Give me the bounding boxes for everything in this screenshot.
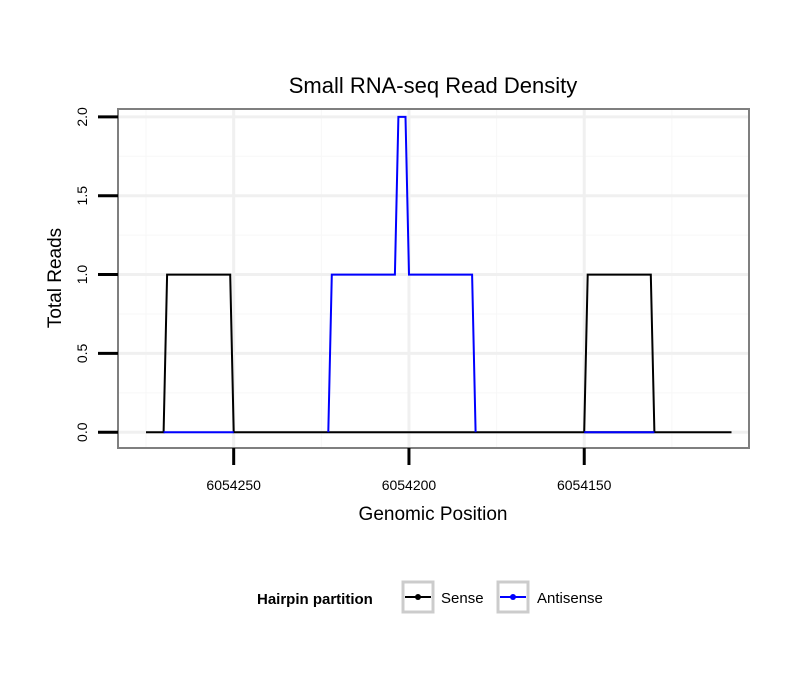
legend-label-sense: Sense	[441, 590, 484, 607]
y-axis-label: Total Reads	[45, 228, 66, 328]
legend-item-sense: Sense	[401, 580, 484, 614]
x-axis-label: Genomic Position	[359, 504, 508, 525]
plot-area	[117, 108, 750, 449]
x-tick-label: 6054250	[206, 477, 261, 493]
y-tick-label: 0.5	[74, 343, 90, 363]
series	[146, 115, 732, 434]
series-line-sense	[146, 273, 732, 434]
y-tick-label: 2.0	[74, 107, 90, 127]
legend-marker-antisense	[510, 594, 516, 600]
series-line-sense	[583, 273, 656, 433]
legend-title: Hairpin partition	[257, 591, 373, 608]
x-tick-label: 6054200	[382, 477, 437, 493]
y-tick-label: 1.5	[74, 186, 90, 206]
legend-item-antisense: Antisense	[496, 580, 603, 614]
x-axis: 6054250 6054200 6054150	[206, 448, 612, 493]
y-tick-label: 0.0	[74, 422, 90, 442]
y-tick-label: 1.0	[74, 265, 90, 285]
legend: Hairpin partition Sense Antisense	[257, 580, 603, 614]
series-line-antisense	[327, 115, 477, 433]
plot-background	[118, 109, 749, 448]
legend-marker-sense	[415, 594, 421, 600]
y-axis: 0.0 0.5 1.0 1.5 2.0	[74, 107, 118, 442]
x-tick-label: 6054150	[557, 477, 612, 493]
plot-border	[117, 108, 750, 449]
chart-title: Small RNA-seq Read Density	[289, 73, 578, 98]
series-sense	[146, 273, 732, 434]
legend-label-antisense: Antisense	[537, 590, 603, 607]
series-antisense	[163, 115, 655, 434]
